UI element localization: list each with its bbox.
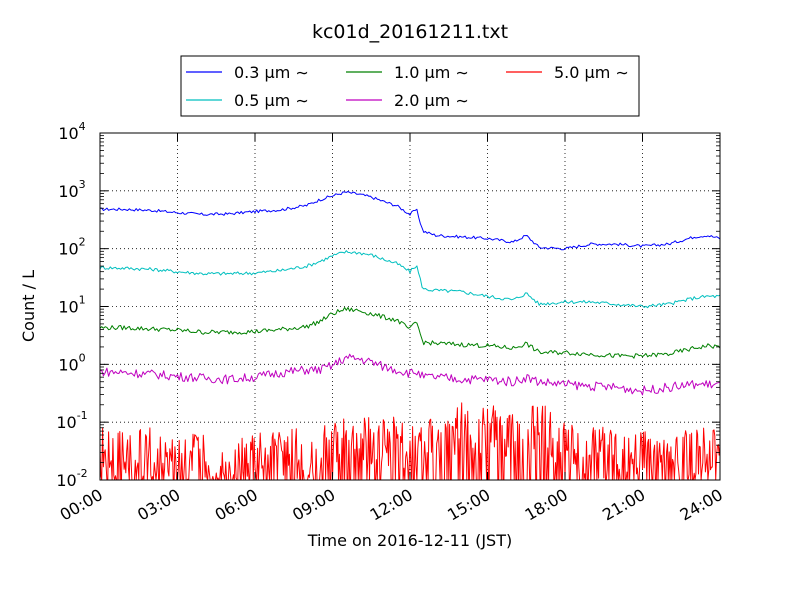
- series-line: [99, 353, 721, 396]
- x-tick-label: 06:00: [212, 485, 261, 525]
- legend-label: 2.0 μm ∼: [394, 91, 469, 110]
- grid: [100, 133, 720, 480]
- x-tick-label: 09:00: [289, 485, 338, 525]
- legend-label: 1.0 μm ∼: [394, 63, 469, 82]
- series-line: [99, 307, 721, 359]
- y-tick-label: 10-2: [56, 467, 87, 490]
- x-axis-label: Time on 2016-12-11 (JST): [307, 531, 512, 550]
- y-tick-exponent: -1: [77, 409, 88, 422]
- y-tick-base: 10: [58, 124, 78, 143]
- x-tick-label: 03:00: [134, 485, 183, 525]
- y-tick-base: 10: [58, 240, 78, 259]
- y-tick-exponent: 4: [79, 120, 86, 133]
- x-tick-label: 00:00: [57, 485, 106, 525]
- y-tick-base: 10: [58, 298, 78, 317]
- y-tick-label: 101: [58, 294, 85, 317]
- series-line: [99, 250, 721, 309]
- x-tick-label: 15:00: [444, 485, 493, 525]
- y-tick-label: 103: [58, 178, 85, 201]
- x-tick-label: 21:00: [599, 485, 648, 525]
- y-tick-base: 10: [58, 355, 78, 374]
- series-line: [99, 402, 721, 481]
- legend-frame: [180, 55, 640, 117]
- y-tick-exponent: 3: [79, 178, 86, 191]
- y-tick-exponent: 1: [79, 294, 86, 307]
- x-tick-label: 18:00: [522, 485, 571, 525]
- y-tick-label: 10-1: [56, 409, 87, 432]
- legend: 0.3 μm ∼ 0.5 μm ∼ 1.0 μm ∼ 2.0 μm ∼ 5.0 μm ∼: [180, 55, 640, 117]
- y-tick-base: 10: [56, 413, 76, 432]
- y-tick-exponent: 2: [79, 236, 86, 249]
- series-line: [100, 191, 721, 251]
- y-tick-label: 102: [58, 236, 85, 259]
- x-tick-label: 24:00: [677, 485, 726, 525]
- y-tick-base: 10: [58, 182, 78, 201]
- x-tick-label: 12:00: [367, 485, 416, 525]
- legend-label: 0.3 μm ∼: [234, 63, 309, 82]
- legend-label: 5.0 μm ∼: [554, 63, 629, 82]
- legend-label: 0.5 μm ∼: [234, 91, 309, 110]
- y-tick-exponent: 0: [79, 351, 86, 364]
- y-axis-label: Count / L: [19, 270, 38, 342]
- series-lines: [99, 191, 721, 481]
- y-tick-base: 10: [56, 471, 76, 490]
- y-tick-label: 104: [58, 120, 85, 143]
- y-tick-label: 100: [58, 351, 85, 374]
- y-tick-exponent: -2: [77, 467, 88, 480]
- chart-title: kc01d_20161211.txt: [312, 21, 508, 43]
